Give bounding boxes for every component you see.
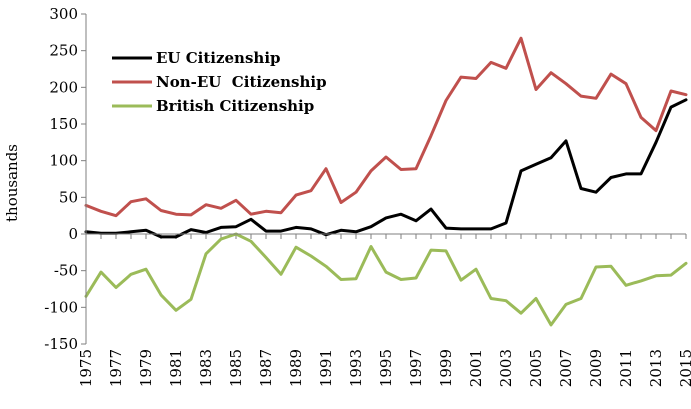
y-tick-label: 100 [49, 152, 78, 170]
y-axis-ticks: -150 -100 -50 0 50 100 150 200 250 300 [44, 5, 86, 353]
x-tick-label: 1991 [317, 349, 335, 387]
x-tick-label: 1987 [257, 349, 275, 387]
x-tick-label: 2013 [647, 349, 665, 387]
y-tick-label: -150 [44, 335, 78, 353]
x-tick-label: 1975 [77, 349, 95, 387]
x-tick-label: 2007 [557, 349, 575, 387]
series-line-1 [84, 36, 688, 218]
y-tick-label: 300 [49, 5, 78, 23]
y-tick-label: -50 [54, 262, 78, 280]
axes [85, 14, 686, 344]
x-tick-label: 1989 [287, 349, 305, 387]
x-tick-label: 2005 [527, 349, 545, 387]
y-tick-label: 250 [49, 42, 78, 60]
x-tick-label: 1995 [377, 349, 395, 387]
x-tick-label: 2015 [677, 349, 691, 387]
y-tick-label: -100 [44, 298, 78, 316]
series-line-0 [84, 98, 688, 239]
y-tick-label: 0 [68, 225, 78, 243]
x-tick-label: 1985 [227, 349, 245, 387]
x-tick-label: 2001 [467, 349, 485, 387]
x-tick-label: 2011 [617, 349, 635, 387]
series-line-2 [84, 232, 688, 327]
x-tick-label: 1999 [437, 349, 455, 387]
x-tick-label: 1983 [197, 349, 215, 387]
x-tick-label: 1993 [347, 349, 365, 387]
legend-label-0: EU Citizenship [156, 49, 281, 67]
y-tick-label: 200 [49, 78, 78, 96]
legend-label-1: Non-EU Citizenship [156, 73, 327, 91]
legend: EU Citizenship Non-EU Citizenship British … [112, 49, 327, 115]
x-tick-label: 1979 [137, 349, 155, 387]
x-tick-label: 1977 [107, 349, 125, 387]
x-tick-label: 1997 [407, 349, 425, 387]
legend-label-2: British Citizenship [156, 97, 314, 115]
y-tick-label: 50 [59, 188, 78, 206]
x-tick-label: 1981 [167, 349, 185, 387]
x-tick-label: 2003 [497, 349, 515, 387]
x-axis-ticks: 1975 1977 1979 1981 1983 1985 1987 1989 1991 1993… [77, 234, 691, 387]
series-layer [84, 36, 688, 327]
y-tick-label: 150 [49, 115, 78, 133]
y-axis-title: thousands [3, 144, 21, 222]
x-tick-label: 2009 [587, 349, 605, 387]
